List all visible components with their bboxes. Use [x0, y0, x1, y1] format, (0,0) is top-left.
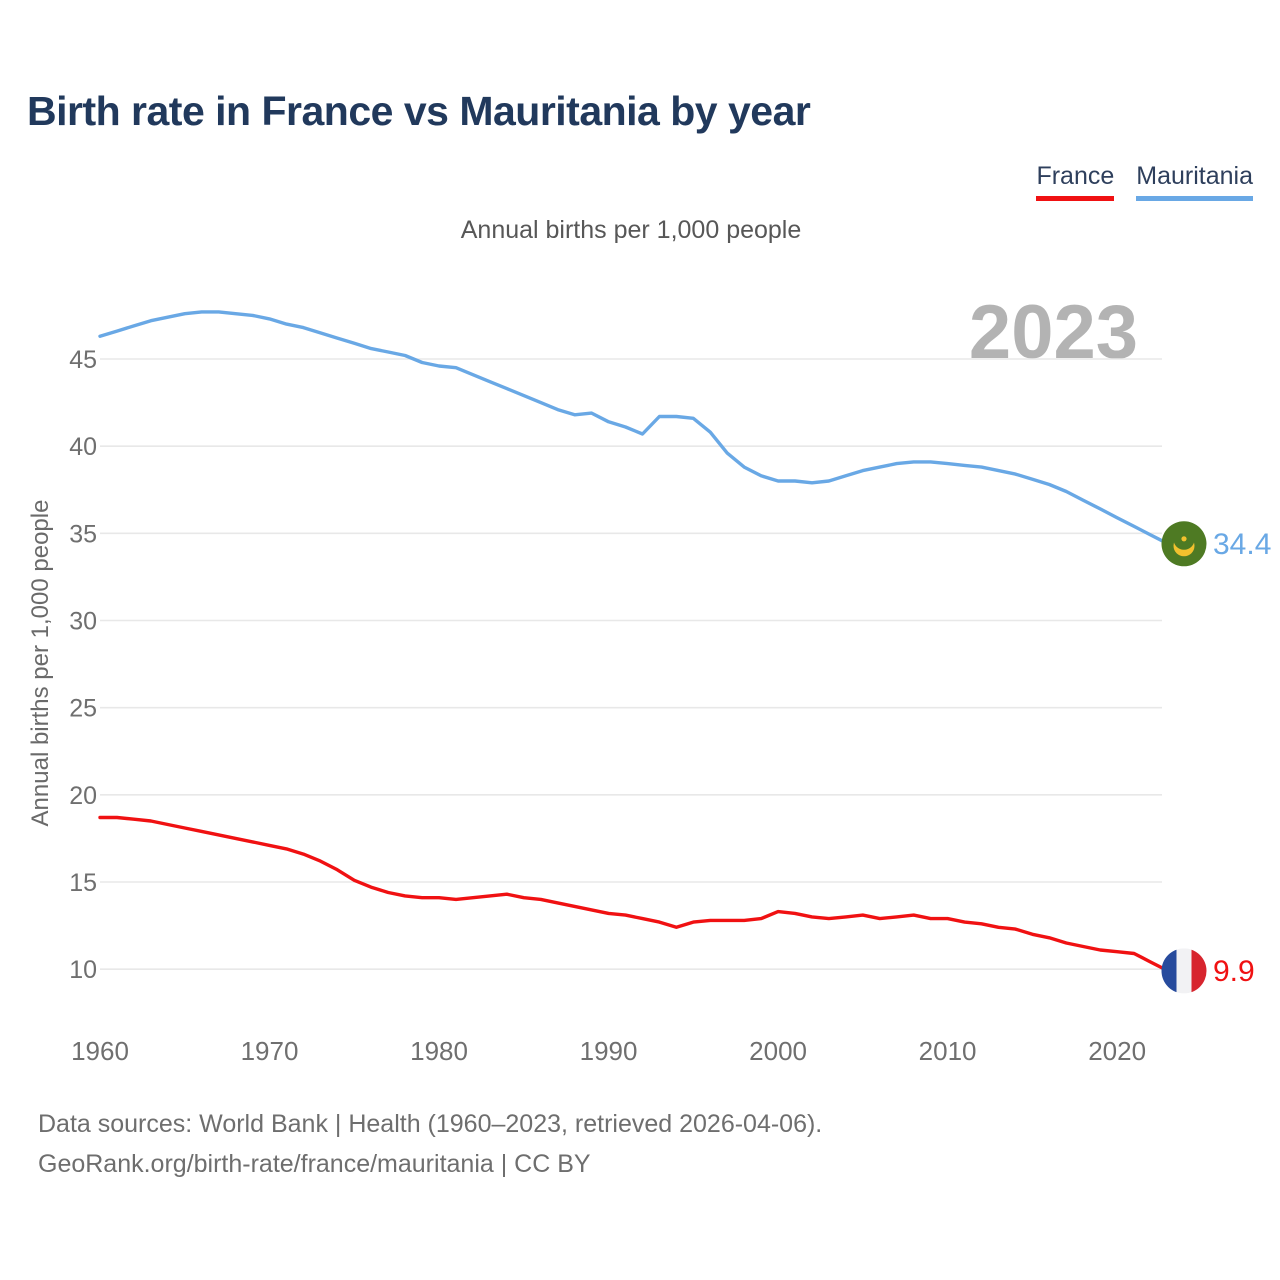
- france-end-value: 9.9: [1213, 955, 1255, 988]
- x-axis-tick-labels: 1960 1970 1980 1990 2000 2010 2020: [71, 1036, 1146, 1066]
- x-tick-label: 2010: [919, 1036, 977, 1066]
- gridlines: [100, 358, 1162, 970]
- y-tick-label: 25: [69, 695, 97, 723]
- y-tick-label: 45: [69, 346, 97, 374]
- footer-url-line: GeoRank.org/birth-rate/france/mauritania…: [38, 1150, 591, 1178]
- mauritania-end-value: 34.4: [1213, 528, 1271, 561]
- france-line: [98, 815, 1170, 973]
- france-flag-icon: [1161, 948, 1207, 994]
- footer: Data sources: World Bank | Health (1960–…: [38, 1104, 822, 1184]
- y-tick-label: 20: [69, 782, 97, 810]
- legend-item-mauritania[interactable]: Mauritania: [1136, 162, 1253, 201]
- page-title: Birth rate in France vs Mauritania by ye…: [27, 88, 811, 134]
- series-lines: [98, 310, 1170, 973]
- y-tick-label: 15: [69, 869, 97, 897]
- y-tick-label: 35: [69, 520, 97, 548]
- legend-item-france[interactable]: France: [1036, 162, 1115, 201]
- y-tick-label: 40: [69, 433, 97, 461]
- mauritania-flag-icon: [1161, 521, 1207, 567]
- chart-subtitle: Annual births per 1,000 people: [460, 216, 802, 244]
- series-end-labels: 34.4 9.9: [1161, 521, 1271, 994]
- x-tick-label: 1970: [241, 1036, 299, 1066]
- y-axis-tick-labels: 10 15 20 25 30 35 40 45: [69, 346, 97, 984]
- y-axis-label: Annual births per 1,000 people: [27, 500, 54, 827]
- x-tick-label: 2000: [749, 1036, 807, 1066]
- x-tick-label: 2020: [1088, 1036, 1146, 1066]
- footer-source-line: Data sources: World Bank | Health (1960–…: [38, 1110, 823, 1138]
- watermark-year: 2023: [969, 290, 1138, 375]
- y-tick-label: 10: [69, 956, 97, 984]
- x-tick-label: 1990: [580, 1036, 638, 1066]
- chart-legend: France Mauritania: [1036, 162, 1253, 201]
- mauritania-line: [98, 310, 1170, 546]
- y-tick-label: 30: [69, 608, 97, 636]
- x-tick-label: 1980: [410, 1036, 468, 1066]
- x-tick-label: 1960: [71, 1036, 129, 1066]
